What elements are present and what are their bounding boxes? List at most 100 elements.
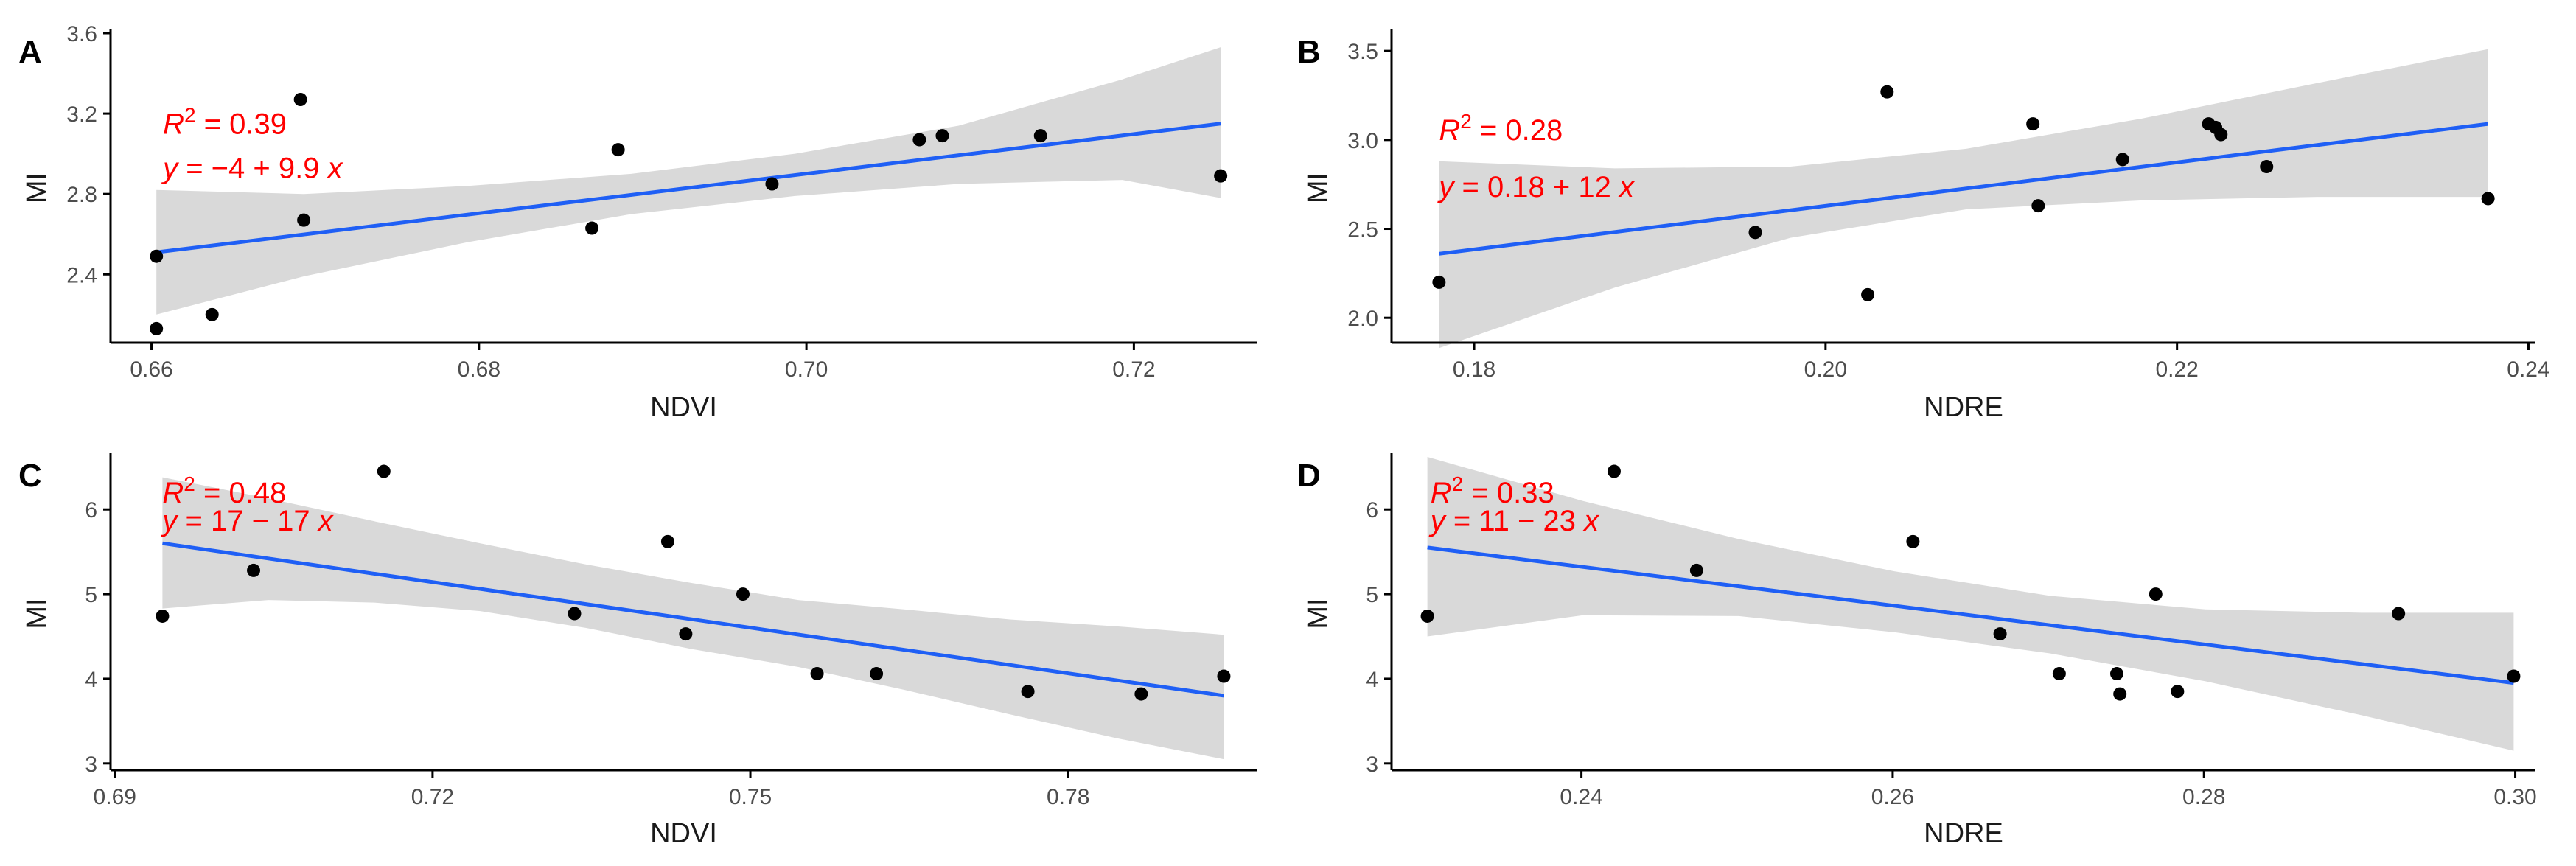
data-point: [205, 307, 219, 321]
r-symbol: R: [1431, 477, 1452, 509]
regression-equation: y = 17 − 17 x: [160, 505, 334, 537]
y-axis-title: MI: [1302, 598, 1333, 629]
r-squared-label: R2 = 0.28: [1439, 110, 1563, 147]
regression-equation: y = 11 − 23 x: [1428, 505, 1600, 537]
y-axis-title: MI: [21, 598, 52, 629]
r-squared-label: R2 = 0.39: [163, 103, 287, 140]
eq-y: y: [161, 152, 180, 184]
x-tick-label: 0.28: [2182, 785, 2225, 809]
eq-x: x: [327, 152, 344, 184]
confidence-band: [156, 47, 1221, 315]
regression-equation: y = −4 + 9.9 x: [161, 152, 343, 184]
data-point: [1214, 169, 1228, 183]
r-squared-value: = 0.33: [1463, 477, 1554, 509]
r-symbol: R: [163, 108, 184, 140]
regression-line: [162, 541, 1224, 698]
r-symbol: R: [1439, 114, 1460, 147]
data-point: [1432, 275, 1446, 289]
y-tick-label: 3.2: [66, 102, 97, 127]
x-tick-label: 0.18: [1453, 357, 1495, 382]
y-tick-label: 5: [1366, 583, 1378, 607]
data-point: [2026, 117, 2040, 131]
data-point: [1861, 287, 1875, 301]
regression-line: [156, 122, 1221, 254]
eq-coefficients: = 11 − 23: [1445, 505, 1584, 537]
data-point: [1880, 85, 1894, 99]
r-superscript: 2: [1452, 472, 1464, 495]
y-tick-label: 3.5: [1347, 40, 1378, 64]
data-point: [765, 177, 779, 191]
eq-coefficients: = −4 + 9.9: [178, 152, 327, 184]
r-squared-label: R2 = 0.33: [1431, 472, 1554, 509]
y-axis-title: MI: [21, 172, 52, 203]
panel-b: 0.18 0.20 0.22 0.24 2.0 2.5 3.0 3.5 NDRE MI B R2 = …: [1297, 29, 2550, 423]
data-point: [1748, 226, 1762, 240]
x-axis-title: NDVI: [650, 818, 717, 849]
confidence-band: [1439, 49, 2488, 349]
data-point: [736, 587, 750, 601]
y-axis-title: MI: [1302, 172, 1333, 203]
r-squared-value: = 0.28: [1472, 114, 1563, 147]
y-tick-label: 2.4: [66, 263, 97, 287]
x-tick-label: 0.72: [411, 785, 454, 809]
x-tick-label: 0.24: [1560, 785, 1602, 809]
data-point: [2113, 687, 2127, 701]
data-point: [568, 607, 582, 621]
data-point: [2214, 128, 2228, 142]
data-point: [2260, 160, 2274, 174]
data-point: [1021, 685, 1035, 699]
eq-x: x: [1582, 505, 1600, 537]
x-axis-title: NDRE: [1924, 818, 2003, 849]
r-squared-value: = 0.39: [196, 108, 287, 140]
data-point: [247, 563, 261, 577]
x-tick-label: 0.72: [1112, 357, 1155, 382]
panel-label: D: [1297, 458, 1321, 494]
regression-line: [1427, 545, 2514, 685]
data-point: [2507, 669, 2521, 683]
panel-label: B: [1297, 34, 1321, 70]
x-tick-label: 0.30: [2493, 785, 2536, 809]
eq-x: x: [1618, 171, 1636, 203]
y-tick-label: 4: [85, 668, 97, 692]
regression-equation: y = 0.18 + 12 x: [1437, 171, 1636, 203]
x-tick-label: 0.22: [2155, 357, 2198, 382]
y-tick-label: 4: [1366, 668, 1378, 692]
y-tick-label: 2.5: [1347, 218, 1378, 242]
y-tick-label: 6: [85, 498, 97, 523]
r-superscript: 2: [184, 472, 195, 495]
r-superscript: 2: [1460, 110, 1472, 133]
eq-coefficients: = 17 − 17: [177, 505, 318, 537]
data-point: [660, 534, 674, 548]
eq-y: y: [1437, 171, 1456, 203]
data-point: [2392, 607, 2406, 621]
eq-y: y: [160, 505, 179, 537]
data-point: [912, 133, 926, 147]
data-point: [810, 667, 824, 681]
data-point: [585, 221, 599, 235]
x-tick-label: 0.24: [2507, 357, 2549, 382]
y-tick-label: 6: [1366, 498, 1378, 523]
x-axis-title: NDRE: [1924, 392, 2003, 423]
x-tick-label: 0.69: [94, 785, 136, 809]
eq-coefficients: = 0.18 + 12: [1453, 171, 1619, 203]
panel-label: C: [18, 458, 42, 494]
eq-y: y: [1428, 505, 1448, 537]
panel-a: 0.66 0.68 0.70 0.72 2.4 2.8 3.2 3.6 NDVI MI A R2 = …: [18, 22, 1257, 423]
y-tick-label: 3.0: [1347, 129, 1378, 153]
x-tick-label: 0.66: [130, 357, 172, 382]
data-point: [1993, 627, 2007, 641]
data-point: [150, 321, 164, 335]
y-tick-label: 5: [85, 583, 97, 607]
panel-label: A: [18, 34, 42, 70]
r-squared-label: R2 = 0.48: [162, 472, 286, 509]
confidence-band: [1427, 457, 2514, 751]
x-tick-label: 0.26: [1871, 785, 1914, 809]
data-point: [2109, 667, 2123, 681]
y-tick-label: 3: [1366, 752, 1378, 777]
data-point: [297, 213, 311, 227]
data-point: [2481, 192, 2495, 206]
data-point: [1217, 669, 1231, 683]
data-point: [1689, 563, 1703, 577]
data-point: [2149, 587, 2163, 601]
